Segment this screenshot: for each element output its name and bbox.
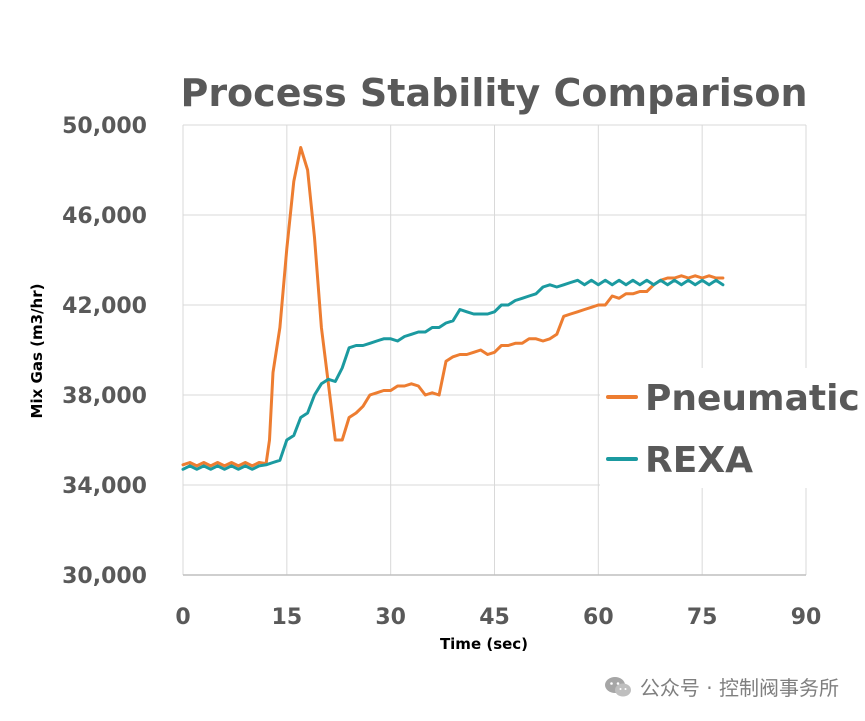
y-tick-label: 42,000 bbox=[62, 294, 147, 319]
y-tick-label: 46,000 bbox=[62, 204, 147, 229]
x-tick-label: 90 bbox=[791, 605, 822, 630]
legend-background bbox=[600, 368, 858, 488]
grid-lines bbox=[182, 124, 807, 576]
y-tick-label: 50,000 bbox=[62, 114, 147, 139]
y-tick-label: 30,000 bbox=[62, 564, 147, 589]
legend-label-rexa: REXA bbox=[645, 440, 753, 481]
y-axis-ticks: 30,000 34,000 38,000 42,000 46,000 50,000 bbox=[62, 114, 147, 589]
legend: Pneumatic REXA bbox=[600, 368, 860, 488]
x-tick-label: 15 bbox=[272, 605, 303, 630]
legend-label-pneumatic: Pneumatic bbox=[645, 378, 860, 419]
x-tick-label: 60 bbox=[583, 605, 614, 630]
chart-title: Process Stability Comparison bbox=[180, 71, 807, 115]
x-axis-label: Time (sec) bbox=[440, 635, 528, 653]
x-tick-label: 30 bbox=[375, 605, 406, 630]
watermark: 公众号 · 控制阀事务所 bbox=[604, 672, 839, 701]
x-tick-label: 45 bbox=[479, 605, 510, 630]
x-axis-ticks: 0 15 30 45 60 75 90 bbox=[175, 605, 821, 630]
series-line-rexa bbox=[181, 278, 725, 471]
y-axis-label: Mix Gas (m3/hr) bbox=[28, 284, 46, 419]
series-lines bbox=[181, 146, 725, 471]
watermark-text: 公众号 · 控制阀事务所 bbox=[639, 676, 839, 700]
x-tick-label: 0 bbox=[175, 605, 190, 630]
x-tick-label: 75 bbox=[687, 605, 718, 630]
wechat-icon bbox=[604, 676, 631, 696]
series-line-pneumatic bbox=[181, 146, 725, 468]
y-tick-label: 34,000 bbox=[62, 474, 147, 499]
y-tick-label: 38,000 bbox=[62, 384, 147, 409]
